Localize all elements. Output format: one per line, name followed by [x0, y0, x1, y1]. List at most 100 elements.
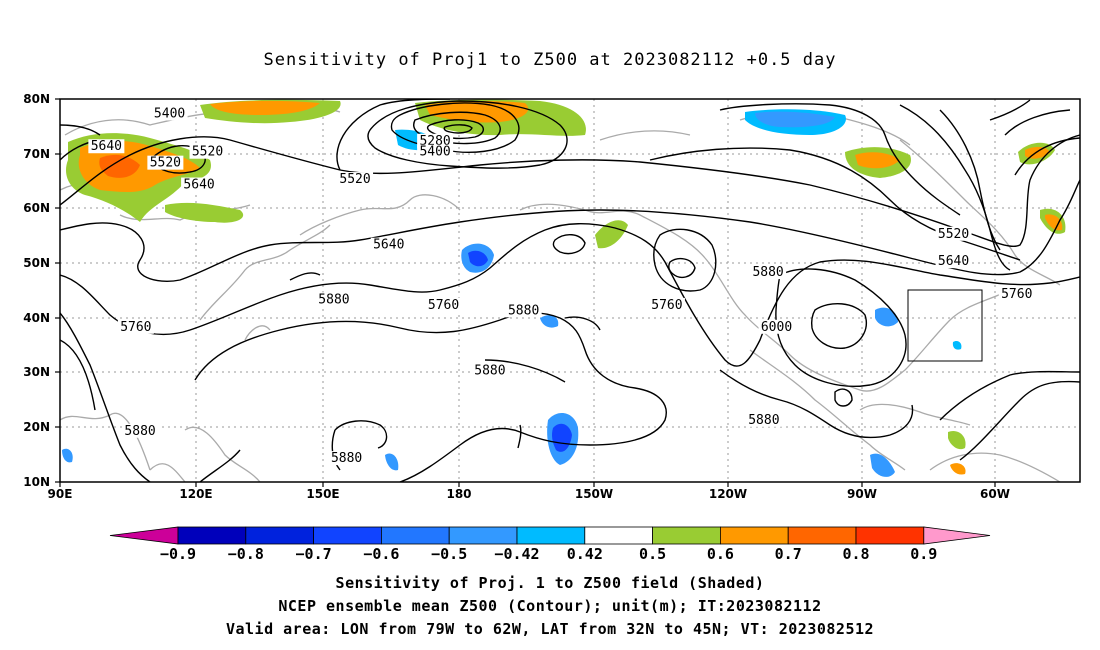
contour-label: 5640	[373, 238, 404, 253]
lon-tick-label: 150W	[575, 487, 613, 501]
contour-label-bg	[181, 177, 218, 192]
colorbar-label: 0.8	[842, 545, 869, 563]
lat-tick-label: 70N	[23, 147, 50, 161]
lat-tick-label: 20N	[23, 420, 50, 434]
contour-label-bg	[337, 172, 374, 187]
colorbar-below-triangle	[109, 526, 179, 545]
contour-label-bg	[370, 237, 407, 252]
contour-label: 5760	[1001, 287, 1032, 302]
contour-label-bg	[471, 363, 508, 378]
contour-label-bg	[648, 297, 685, 312]
lon-tick-label: 120W	[709, 487, 747, 501]
lat-tick-label: 40N	[23, 311, 50, 325]
contour-label: 5400	[419, 145, 450, 160]
contour-label-bg	[750, 265, 787, 280]
colorbar-swatch	[516, 526, 586, 545]
contour-label-bg	[147, 155, 184, 170]
colorbar-label: −0.42	[494, 545, 539, 563]
colorbar-swatch	[584, 526, 653, 545]
contour-label-bg	[745, 412, 782, 427]
contour-labels: 5640 552052805400552054005520564056405760…	[88, 106, 1035, 466]
colorbar-swatch	[652, 526, 721, 545]
caption-line-2: NCEP ensemble mean Z500 (Contour); unit(…	[278, 597, 822, 615]
contour-label-bg	[88, 139, 125, 154]
contour-label-bg	[417, 144, 454, 159]
contour-label: 5880	[474, 364, 505, 379]
colorbar-label: 0.6	[707, 545, 734, 563]
z500-contours	[60, 99, 1080, 482]
colorbar-label: 0.7	[775, 545, 802, 563]
contour-label-bg	[315, 292, 352, 307]
map-title: Sensitivity of Proj1 to Z500 at 20230821…	[263, 50, 837, 70]
lon-tick-label: 60W	[980, 487, 1010, 501]
contour-label: 5640	[938, 254, 969, 269]
lon-tick-label: 150E	[306, 487, 339, 501]
colorbar-label: −0.6	[363, 545, 399, 563]
contour-label: 5640	[183, 178, 214, 193]
contour-label-bg	[151, 106, 188, 121]
contour-label: 5520	[339, 172, 370, 187]
contour-label: 5880	[331, 451, 362, 466]
lat-tick-label: 10N	[23, 475, 50, 489]
contour-label: 5880	[318, 292, 349, 307]
valid-area-box	[907, 289, 983, 362]
contour-label: 5520	[192, 145, 223, 160]
contour-label: 6000	[761, 320, 792, 335]
contour-label-bg	[189, 144, 226, 159]
contour-label: 5400	[154, 106, 185, 121]
contour-label: 5880	[752, 265, 783, 280]
contour-label-bg	[117, 319, 154, 334]
colorbar-label: 0.9	[910, 545, 937, 563]
contour-label: 5880	[124, 424, 155, 439]
contour-label: 5520	[150, 156, 181, 171]
contour-label-bg	[935, 226, 972, 241]
contour-label: 5640	[91, 139, 122, 154]
tick-marks	[55, 98, 996, 487]
contour-label-bg	[935, 254, 972, 269]
colorbar-swatch	[313, 526, 382, 545]
contour-label: 5760	[651, 298, 682, 313]
colorbar-swatch	[380, 526, 450, 545]
caption-line-1: Sensitivity of Proj. 1 to Z500 field (Sh…	[335, 574, 765, 592]
lat-tick-labels: 80N 70N 60N 50N 40N 30N 20N 10N	[23, 92, 50, 489]
contour-label-bg	[758, 319, 795, 334]
contour-label: 5760	[120, 320, 151, 335]
colorbar-swatch	[245, 526, 315, 545]
lat-tick-label: 60N	[23, 201, 50, 215]
contour-label-bg	[328, 451, 365, 466]
caption-line-3: Valid area: LON from 79W to 62W, LAT fro…	[225, 620, 875, 638]
lat-tick-label: 50N	[23, 256, 50, 270]
lon-tick-label: 180	[446, 487, 471, 501]
colorbar-swatch	[177, 526, 247, 545]
contour-label: 5880	[748, 413, 779, 428]
contour-label-bg	[425, 297, 462, 312]
lon-tick-label: 90W	[847, 487, 877, 501]
lat-tick-label: 30N	[23, 365, 50, 379]
lat-tick-label: 80N	[23, 92, 50, 106]
contour-label-bg	[417, 133, 454, 148]
colorbar-label: −0.7	[296, 545, 332, 563]
colorbar-above-triangle	[923, 526, 991, 545]
colorbar-swatch	[448, 526, 518, 545]
lon-tick-label: 120E	[179, 487, 212, 501]
colorbar-swatch	[855, 526, 925, 545]
plot-frame	[59, 98, 1081, 483]
colorbar-label: 0.42	[567, 545, 603, 563]
colorbar-swatch	[787, 526, 857, 545]
contour-label-bg	[998, 286, 1035, 301]
colorbar-swatch	[720, 526, 789, 545]
contour-label: 5520	[938, 227, 969, 242]
lon-tick-label: 90E	[48, 487, 73, 501]
contour-label: 5760	[428, 298, 459, 313]
contour-label-bg	[122, 423, 159, 438]
colorbar-label: −0.5	[431, 545, 467, 563]
colorbar-label: 0.5	[639, 545, 666, 563]
colorbar-label: −0.9	[160, 545, 196, 563]
colorbar-label: −0.8	[228, 545, 264, 563]
lon-tick-labels: 90E 120E 150E 180 150W 120W 90W 60W	[48, 487, 1010, 501]
coastlines	[60, 107, 1061, 482]
colorbar: −0.9 −0.8 −0.7 −0.6 −0.5 −0.42 0.42 0.5 0.6 0.7 0.…	[109, 526, 991, 563]
contour-label-bg	[505, 303, 542, 318]
contour-label: 5880	[508, 303, 539, 318]
